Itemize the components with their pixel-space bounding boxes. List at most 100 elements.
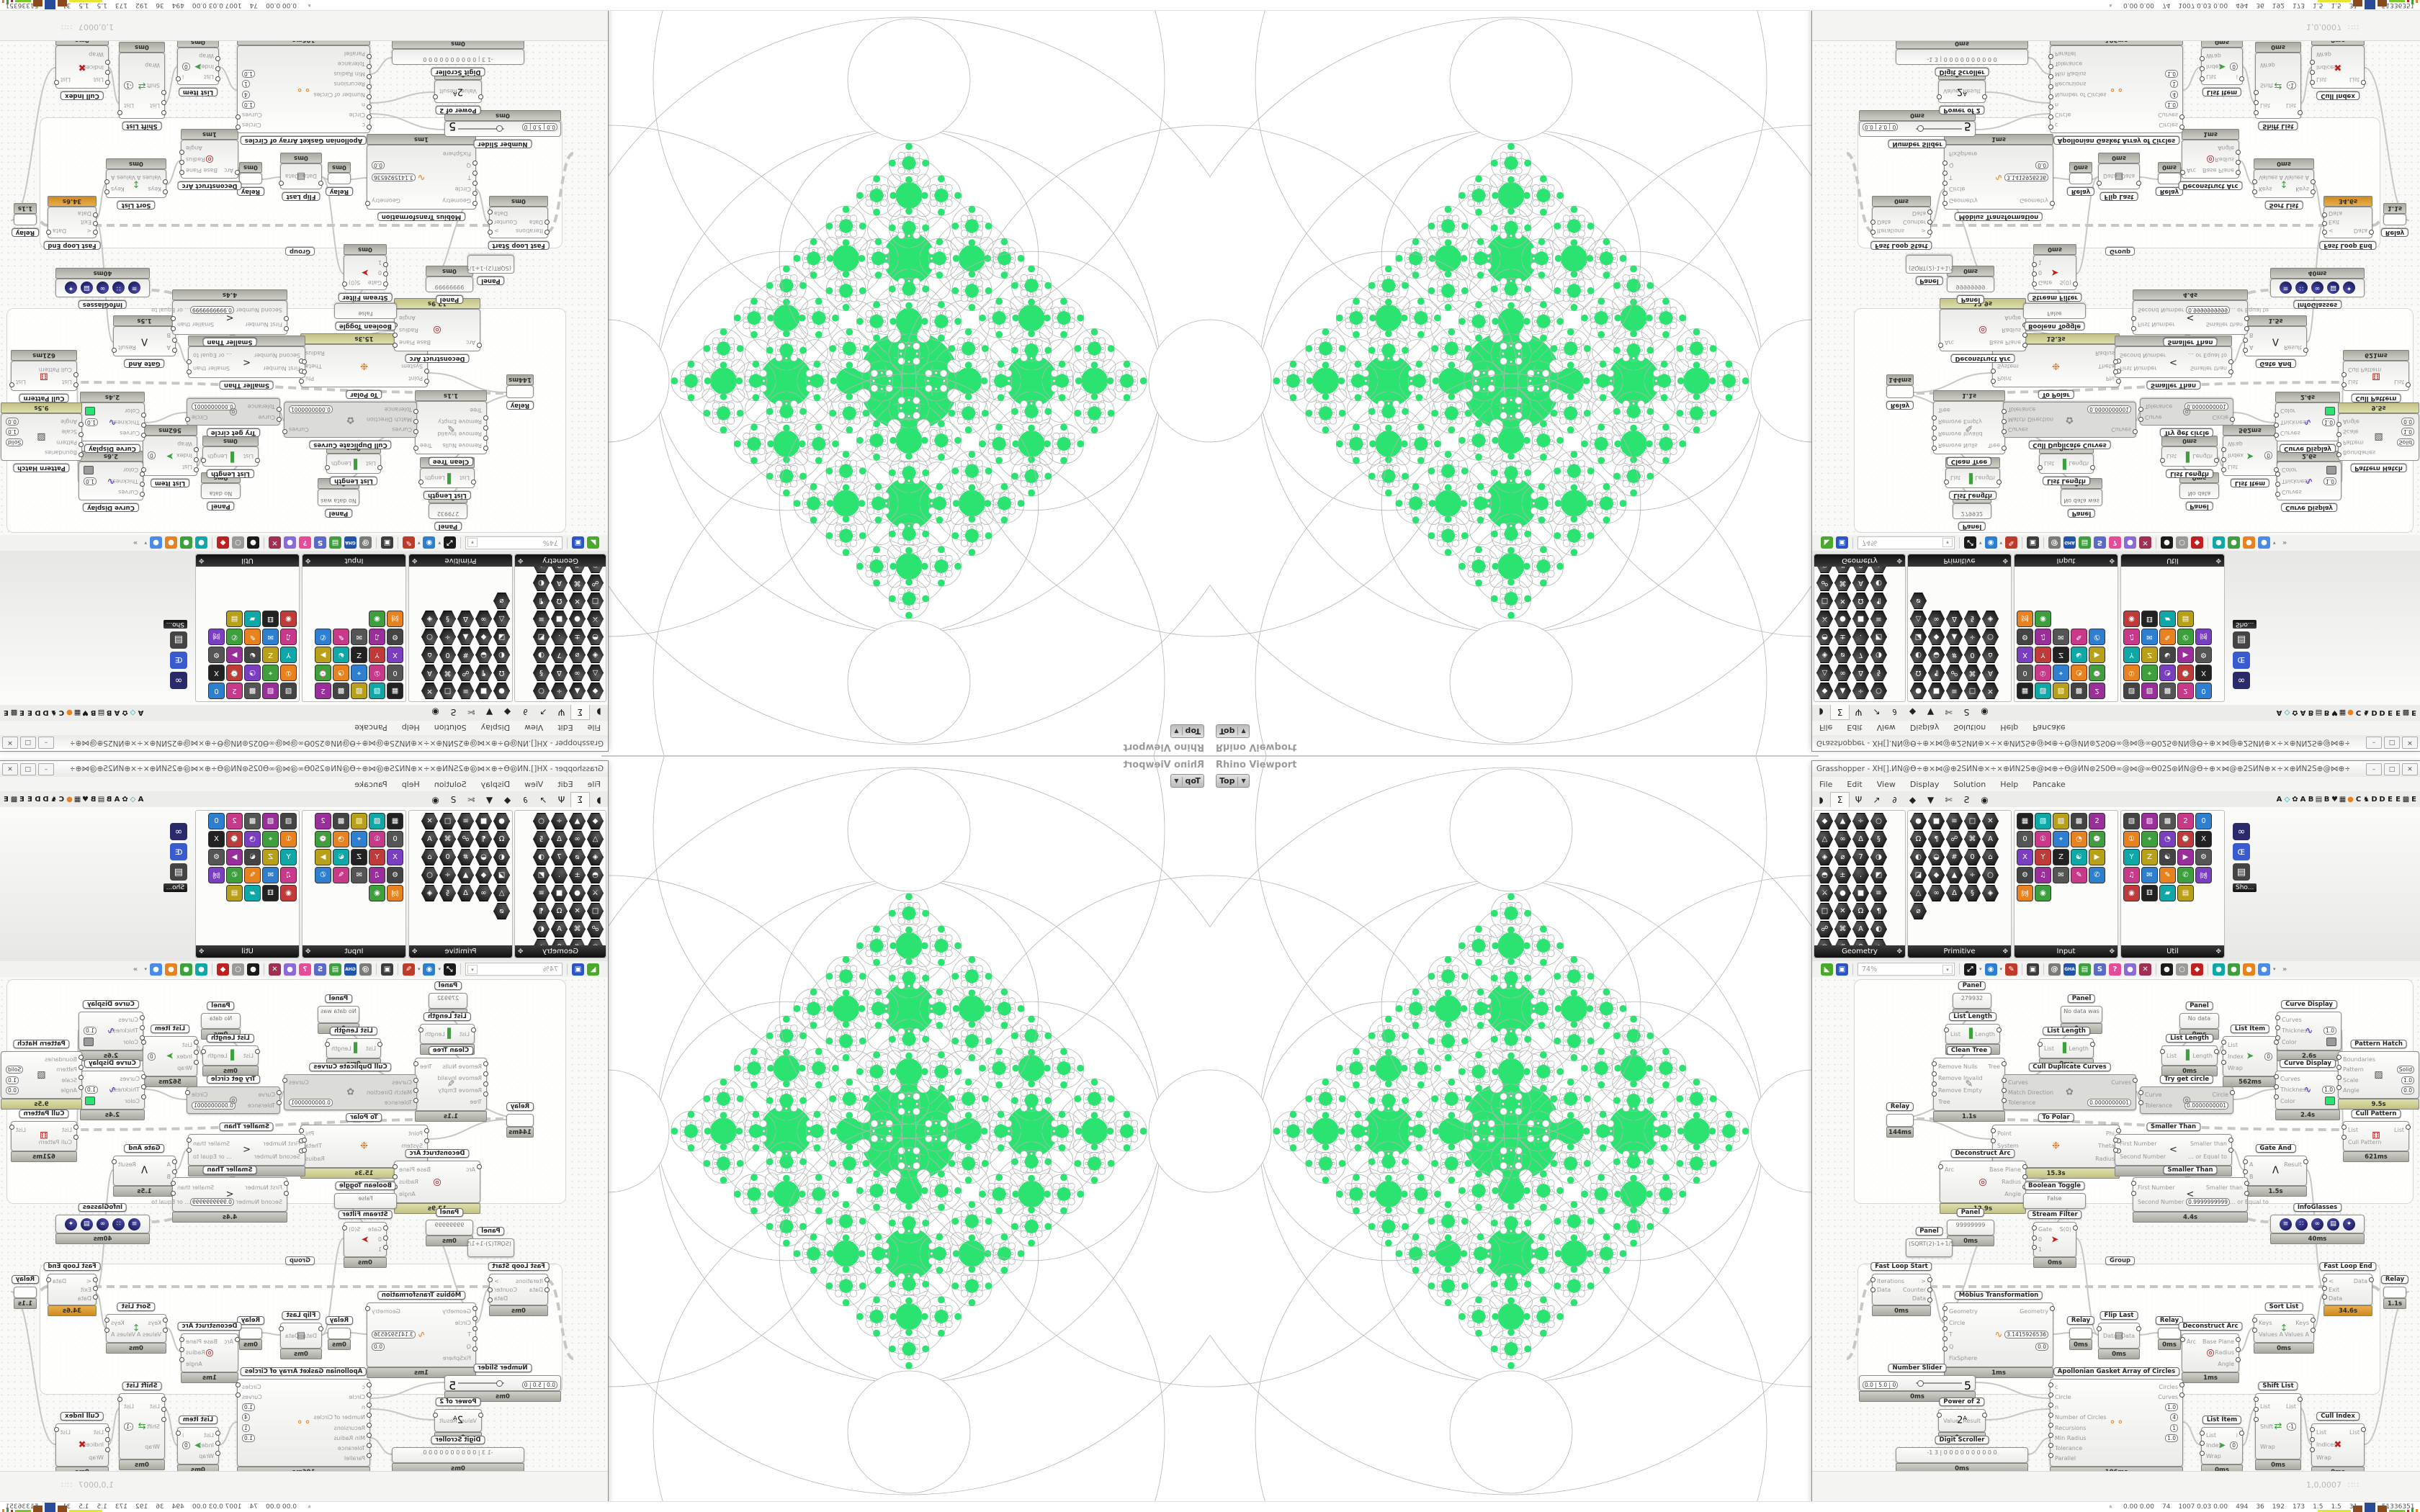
component-icon[interactable]: ⚅ <box>2141 611 2158 627</box>
component-icon[interactable]: ① <box>369 831 385 847</box>
input-port[interactable] <box>215 76 220 81</box>
component-icon[interactable]: ⌖ <box>351 665 367 681</box>
component-icon[interactable]: ✉ <box>262 629 279 645</box>
component-icon[interactable]: Ω <box>1852 903 1869 919</box>
save-file-icon[interactable]: ▣ <box>572 536 584 549</box>
output-port[interactable] <box>2022 1174 2027 1179</box>
component-icon[interactable]: Δ <box>1852 665 1869 681</box>
component-icon[interactable]: X <box>2017 647 2033 663</box>
input-port[interactable] <box>2138 417 2143 422</box>
component-icon[interactable]: ⚙ <box>2195 849 2212 865</box>
balloon-icon[interactable]: ● <box>2124 963 2137 976</box>
component-icon[interactable]: ▰ <box>244 611 261 627</box>
output-port[interactable] <box>179 1347 184 1352</box>
component-body[interactable]: ≡ ∷ ∞ ▤ ✦ <box>2270 1215 2365 1233</box>
preview-off-icon[interactable]: ● <box>2161 963 2174 976</box>
output-port[interactable] <box>2298 1397 2303 1402</box>
component-icon[interactable]: ◐ <box>493 849 510 865</box>
component-icon[interactable]: △ <box>1816 665 1833 681</box>
input-port[interactable] <box>1942 1336 1948 1341</box>
color-swatch[interactable] <box>2326 1038 2336 1047</box>
component-icon[interactable]: ⌘ <box>1834 575 1851 591</box>
component-body[interactable]: Data Data ▤ <box>2097 163 2141 189</box>
value-capsule[interactable]: 1 <box>2170 1423 2178 1432</box>
component-icon[interactable]: ⌀ <box>1910 903 1927 919</box>
input-port[interactable] <box>93 1286 98 1291</box>
input-port[interactable] <box>2310 1437 2315 1442</box>
input-port[interactable] <box>302 1148 307 1153</box>
component-icon[interactable]: A <box>421 665 438 681</box>
component-icon[interactable]: ▲ <box>1834 813 1851 829</box>
component-icon[interactable]: ㈝ <box>2195 629 2212 645</box>
chevron-down-icon[interactable]: ▾ <box>467 965 478 974</box>
output-port[interactable] <box>2179 1392 2184 1398</box>
component-icon[interactable]: ● <box>1834 885 1851 901</box>
glasses-icon[interactable]: ɶ <box>170 652 187 669</box>
plugin-tab[interactable]: ♥ <box>2331 795 2338 804</box>
overflow-chevron[interactable]: » <box>133 965 138 973</box>
output-port[interactable] <box>488 230 493 235</box>
input-port[interactable] <box>483 1081 488 1086</box>
component-icon[interactable]: ▤ <box>2177 885 2194 901</box>
input-port[interactable] <box>2221 467 2226 472</box>
component-body[interactable]: (SQRT(2)-1+1/512)*1 <box>1906 1238 1953 1257</box>
component-body[interactable]: A Result B Λ <box>2243 1156 2308 1186</box>
input-port[interactable] <box>367 74 372 79</box>
plugin-tab[interactable]: ▩ <box>2402 708 2410 717</box>
screen-icon[interactable]: ▤ <box>170 631 187 649</box>
input-port[interactable] <box>2032 1235 2037 1241</box>
zoom-level-combo[interactable]: 74% ▾ <box>465 963 563 976</box>
input-port[interactable] <box>79 1085 84 1090</box>
component-icon[interactable]: ◈ <box>1816 647 1833 663</box>
component-body[interactable]: Iterations > Data Counter Data <box>1870 1274 1932 1305</box>
component-body[interactable]: List List Indices Wrap ✖ <box>2310 1423 2366 1467</box>
component-body[interactable]: Curves Thickness 1.0 Color ∿ <box>79 462 145 500</box>
input-port[interactable] <box>383 1225 388 1230</box>
output-port[interactable] <box>236 114 241 120</box>
component-icon[interactable]: Z <box>2053 849 2069 865</box>
plugin-tab[interactable]: ♞ <box>2363 708 2370 717</box>
ball-green-icon[interactable]: ● <box>2228 536 2241 549</box>
component-icon[interactable]: Y <box>2035 647 2051 663</box>
component-icon[interactable]: □ <box>1964 683 1981 699</box>
component-icon[interactable]: ● <box>569 885 586 901</box>
plugin-tab[interactable]: ♥ <box>2331 708 2338 717</box>
component-body[interactable]: Value Result 2ᴬ <box>1937 80 1987 103</box>
component-icon[interactable]: ⚅ <box>262 611 279 627</box>
component-icon[interactable]: Z <box>351 849 367 865</box>
goggles-icon[interactable]: ∞ <box>170 672 187 689</box>
minimize-button[interactable]: – <box>38 737 54 749</box>
input-port[interactable] <box>2131 326 2136 331</box>
component-icon[interactable]: 0 <box>387 831 403 847</box>
component-body[interactable]: Curves Curves Match Direction Tolerance 0.00… <box>282 1074 418 1110</box>
sketch-pen-icon[interactable]: ✎ <box>2005 963 2018 976</box>
component-icon[interactable]: ▶ <box>226 849 243 865</box>
component-body[interactable]: False <box>334 303 397 319</box>
input-port[interactable] <box>1942 1306 1948 1311</box>
component-icon[interactable]: ◒ <box>475 647 492 663</box>
component-body[interactable]: Iterations > Data Counter Data <box>488 1274 550 1305</box>
collapse-chevron-icon[interactable]: « <box>306 4 313 7</box>
component-icon[interactable]: ⌖ <box>2141 831 2158 847</box>
category-tab[interactable]: Σ <box>570 705 590 720</box>
input-port[interactable] <box>483 436 488 441</box>
palette-panel-name[interactable]: Input ✥ <box>2015 945 2118 958</box>
help-box-icon[interactable]: ? <box>298 963 311 976</box>
input-port[interactable] <box>2097 1326 2102 1331</box>
value-capsule[interactable]: 0.9999999999 <box>2186 1197 2230 1206</box>
input-port[interactable] <box>235 1337 240 1342</box>
component-icon[interactable]: ✕ <box>1982 813 1999 829</box>
ball-blue-icon[interactable]: ● <box>149 963 162 976</box>
input-port[interactable] <box>1932 1092 1937 1097</box>
input-port[interactable] <box>2032 1225 2037 1230</box>
value-capsule[interactable]: 1.0 <box>6 1076 19 1084</box>
component-icon[interactable]: Y <box>369 647 385 663</box>
input-port[interactable] <box>367 1433 372 1438</box>
component-icon[interactable]: ♫ <box>280 629 297 645</box>
component-body[interactable]: Curves Curves Match Direction Tolerance 0.00… <box>282 402 418 438</box>
input-port[interactable] <box>2032 261 2037 267</box>
component-icon[interactable]: ✆ <box>226 867 243 883</box>
component-icon[interactable]: ◓ <box>587 867 604 883</box>
component-body[interactable]: c Circles Circle Curves n 1.0 Number of Circle… <box>236 1379 372 1467</box>
